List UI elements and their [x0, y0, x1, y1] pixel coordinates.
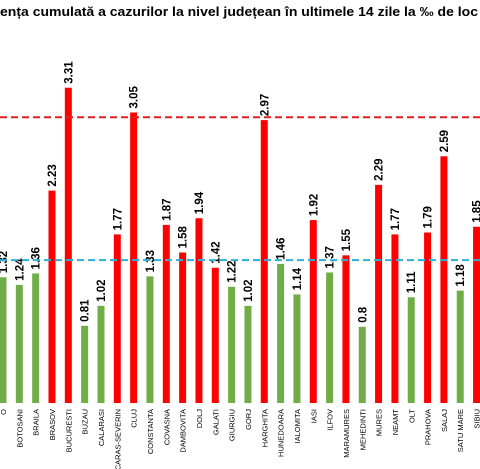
- bar: [0, 277, 7, 403]
- chart-title: ența cumulată a cazurilor la nivel județ…: [0, 5, 478, 19]
- value-label: 1.11: [406, 271, 418, 293]
- bar: [146, 276, 154, 403]
- bar: [97, 305, 105, 403]
- x-tick-label: BRASOV: [48, 409, 57, 440]
- value-label: 1.18: [455, 264, 467, 287]
- bar: [326, 272, 334, 403]
- value-label: 1.46: [276, 238, 288, 260]
- value-label: 3.31: [63, 61, 75, 84]
- value-label: 1.33: [145, 250, 157, 272]
- x-tick-label: MURES: [375, 409, 384, 436]
- bar: [81, 325, 89, 403]
- bar: [358, 326, 366, 403]
- bar: [228, 286, 236, 403]
- bar: [32, 273, 40, 403]
- value-label: 1.22: [227, 260, 239, 282]
- x-tick-label: DOLJ: [195, 409, 204, 428]
- bar: [211, 267, 219, 403]
- value-label: 1.42: [210, 241, 222, 263]
- x-tick-label: MEHEDINTI: [358, 409, 367, 450]
- x-tick-label: SATU MARE: [456, 409, 465, 452]
- value-label: 0.81: [80, 299, 92, 322]
- x-tick-label: CALARASI: [97, 409, 106, 446]
- bar: [473, 226, 480, 403]
- x-tick-label: O: [0, 409, 8, 415]
- value-label: 2.29: [374, 158, 386, 180]
- bar: [179, 252, 187, 403]
- value-label: 2.59: [439, 130, 451, 152]
- value-label: 1.14: [292, 267, 304, 290]
- x-tick-label: HUNEDOARA: [277, 409, 286, 457]
- bar: [277, 263, 285, 403]
- x-tick-label: OLT: [407, 409, 416, 423]
- x-tick-label: DAMBOVITA: [179, 409, 188, 453]
- value-label: 1.85: [472, 200, 480, 223]
- x-tick-label: CLUJ: [130, 409, 139, 428]
- x-tick-label: BUZAU: [81, 409, 90, 434]
- bar: [456, 290, 464, 403]
- x-tick-label: PRAHOVA: [424, 409, 433, 445]
- x-tick-label: NEAMT: [391, 409, 400, 436]
- value-label: 1.77: [112, 208, 124, 230]
- value-label: 1.55: [341, 228, 353, 251]
- x-tick-label: SALAJ: [440, 409, 449, 432]
- x-tick-label: GALATI: [211, 409, 220, 435]
- value-label: 1.92: [308, 194, 320, 216]
- value-label: 1.36: [31, 247, 43, 269]
- x-tick-label: GIURGIU: [228, 409, 237, 441]
- bar: [391, 234, 399, 403]
- value-label: 1.02: [96, 279, 108, 301]
- value-label: 3.05: [129, 86, 141, 109]
- value-label: 2.97: [259, 94, 271, 116]
- value-label: 1.79: [423, 206, 435, 228]
- x-tick-label: GORJ: [244, 409, 253, 430]
- value-label: 1.77: [390, 208, 402, 230]
- x-tick-label: BRAILA: [32, 409, 41, 436]
- bar: [162, 224, 170, 403]
- value-label: 1.24: [14, 258, 26, 281]
- x-tick-label: SIBIU: [473, 409, 480, 429]
- x-tick-label: COVASNA: [162, 409, 171, 445]
- value-label: 1.87: [161, 198, 173, 220]
- bar: [407, 297, 415, 403]
- value-label: 2.23: [47, 164, 59, 186]
- value-label: 1.37: [325, 246, 337, 268]
- bar: [64, 87, 72, 403]
- x-tick-label: ILFOV: [326, 409, 335, 431]
- x-tick-label: MARAMURES: [342, 409, 351, 458]
- bar: [130, 112, 138, 404]
- value-label: 1.02: [243, 279, 255, 301]
- bar: [244, 305, 252, 403]
- x-tick-label: BUCURESTI: [64, 409, 73, 452]
- bar: [15, 284, 23, 403]
- bar: [342, 255, 350, 403]
- x-tick-label: HARGHITA: [260, 409, 269, 447]
- value-label: 0.8: [357, 306, 369, 323]
- x-tick-label: CONSTANTA: [146, 409, 155, 454]
- bar: [440, 156, 448, 403]
- bar: [309, 220, 317, 403]
- x-tick-label: IASI: [309, 409, 318, 423]
- x-tick-label: BOTOSANI: [15, 409, 24, 448]
- bar: [260, 120, 268, 404]
- x-tick-label: IALOMITA: [293, 409, 302, 443]
- bar: [195, 218, 203, 403]
- bar: [424, 232, 432, 403]
- value-label: 1.58: [178, 226, 190, 249]
- value-label: 1.94: [194, 191, 206, 214]
- bar: [113, 234, 121, 403]
- bar: [48, 190, 56, 403]
- bar: [375, 184, 383, 403]
- value-label: 1.32: [0, 251, 10, 273]
- bar: [293, 294, 301, 403]
- x-tick-label: CARAS-SEVERIN: [113, 409, 122, 469]
